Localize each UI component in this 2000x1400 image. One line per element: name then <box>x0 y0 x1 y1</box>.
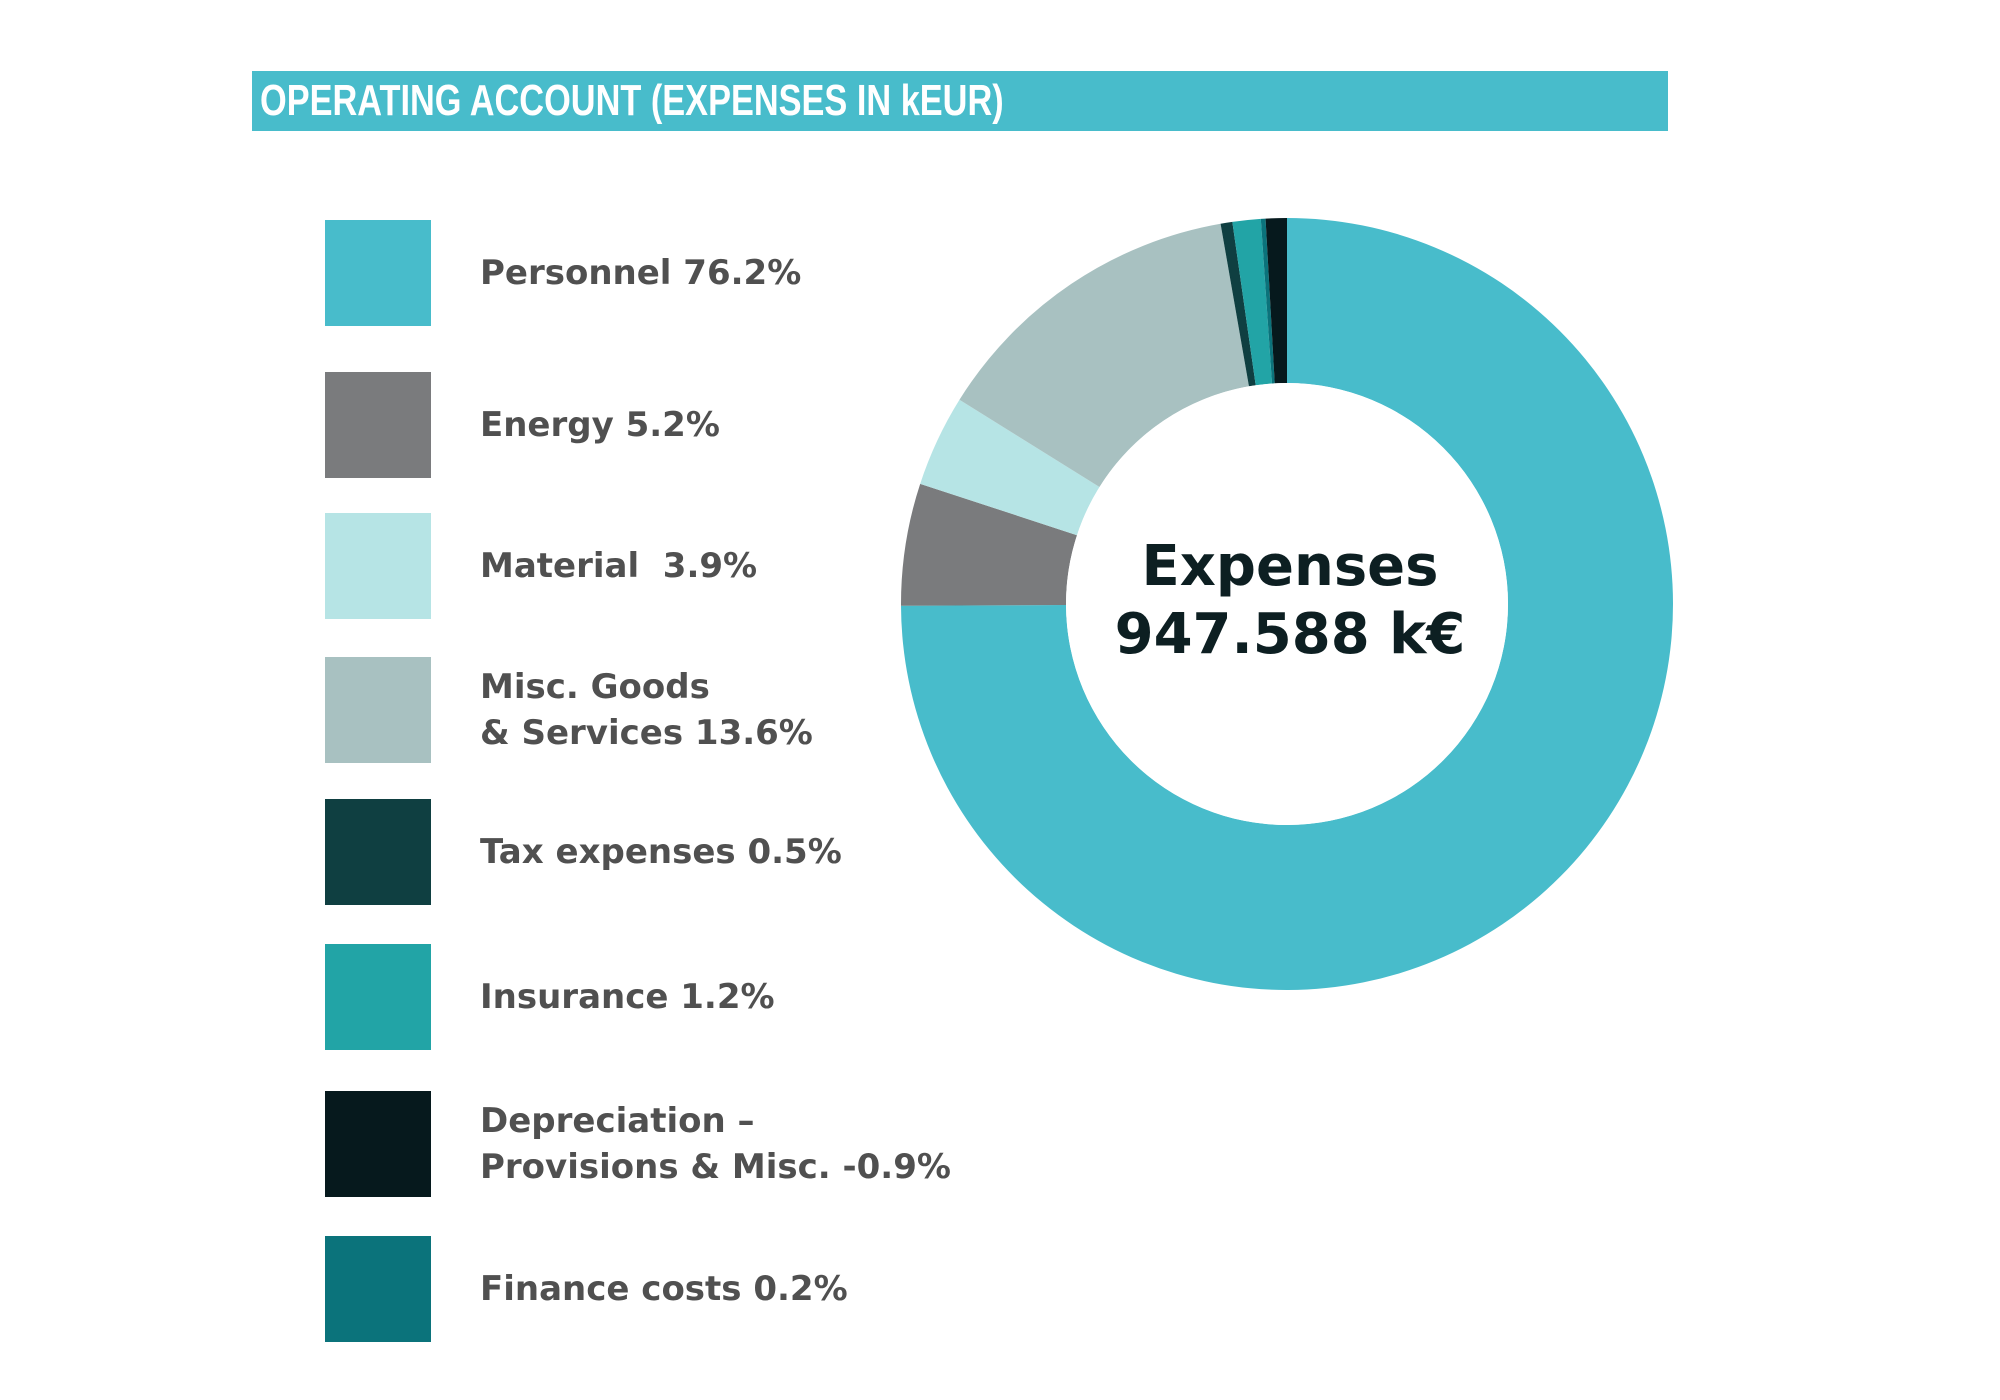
legend-label-energy: Energy 5.2% <box>480 405 720 445</box>
legend-swatch-material <box>325 513 431 619</box>
donut-slice-misc-goods-services <box>959 223 1249 488</box>
title-bar: OPERATING ACCOUNT (EXPENSES IN kEUR) <box>252 71 1668 131</box>
legend-item-personnel: Personnel 76.2% <box>325 220 945 326</box>
legend-item-energy: Energy 5.2% <box>325 372 945 478</box>
donut-center-value: 947.588 k€ <box>1114 602 1466 667</box>
donut-slice-tax-expenses <box>1220 221 1256 387</box>
legend-item-depreciation: Depreciation – Provisions & Misc. -0.9% <box>325 1091 951 1197</box>
legend-label-tax-expenses: Tax expenses 0.5% <box>480 832 842 872</box>
donut-slice-personnel <box>901 218 1674 990</box>
legend-label-insurance: Insurance 1.2% <box>480 977 775 1017</box>
legend-label-personnel: Personnel 76.2% <box>480 253 802 293</box>
donut-hole <box>1066 383 1508 825</box>
donut-slice-finance-costs <box>1260 218 1275 384</box>
legend-swatch-insurance <box>325 944 431 1050</box>
legend-item-material: Material 3.9% <box>325 513 945 619</box>
legend-swatch-misc-goods <box>325 657 431 763</box>
legend-item-finance-costs: Finance costs 0.2% <box>325 1236 945 1342</box>
legend-swatch-tax-expenses <box>325 799 431 905</box>
legend-item-tax-expenses: Tax expenses 0.5% <box>325 799 945 905</box>
legend-swatch-personnel <box>325 220 431 326</box>
legend-swatch-energy <box>325 372 431 478</box>
legend-label-finance-costs: Finance costs 0.2% <box>480 1269 848 1309</box>
legend-swatch-depreciation <box>325 1091 431 1197</box>
donut-center-title: Expenses <box>1141 534 1439 599</box>
legend-item-misc-goods: Misc. Goods & Services 13.6% <box>325 657 945 763</box>
donut-slice-energy <box>901 483 1077 606</box>
legend-label-depreciation: Depreciation – Provisions & Misc. -0.9% <box>480 1101 951 1187</box>
legend-item-insurance: Insurance 1.2% <box>325 944 945 1050</box>
donut-slice-insurance <box>1232 218 1272 386</box>
chart-title: OPERATING ACCOUNT (EXPENSES IN kEUR) <box>260 76 1004 125</box>
legend-swatch-finance-costs <box>325 1236 431 1342</box>
donut-slice-depreciation-provisions-misc <box>1265 218 1287 384</box>
legend: Personnel 76.2% Energy 5.2% Material 3.9… <box>0 0 951 1400</box>
donut-slice-material <box>920 399 1100 536</box>
legend-label-material: Material 3.9% <box>480 546 758 586</box>
legend-label-misc-goods: Misc. Goods & Services 13.6% <box>480 667 813 753</box>
